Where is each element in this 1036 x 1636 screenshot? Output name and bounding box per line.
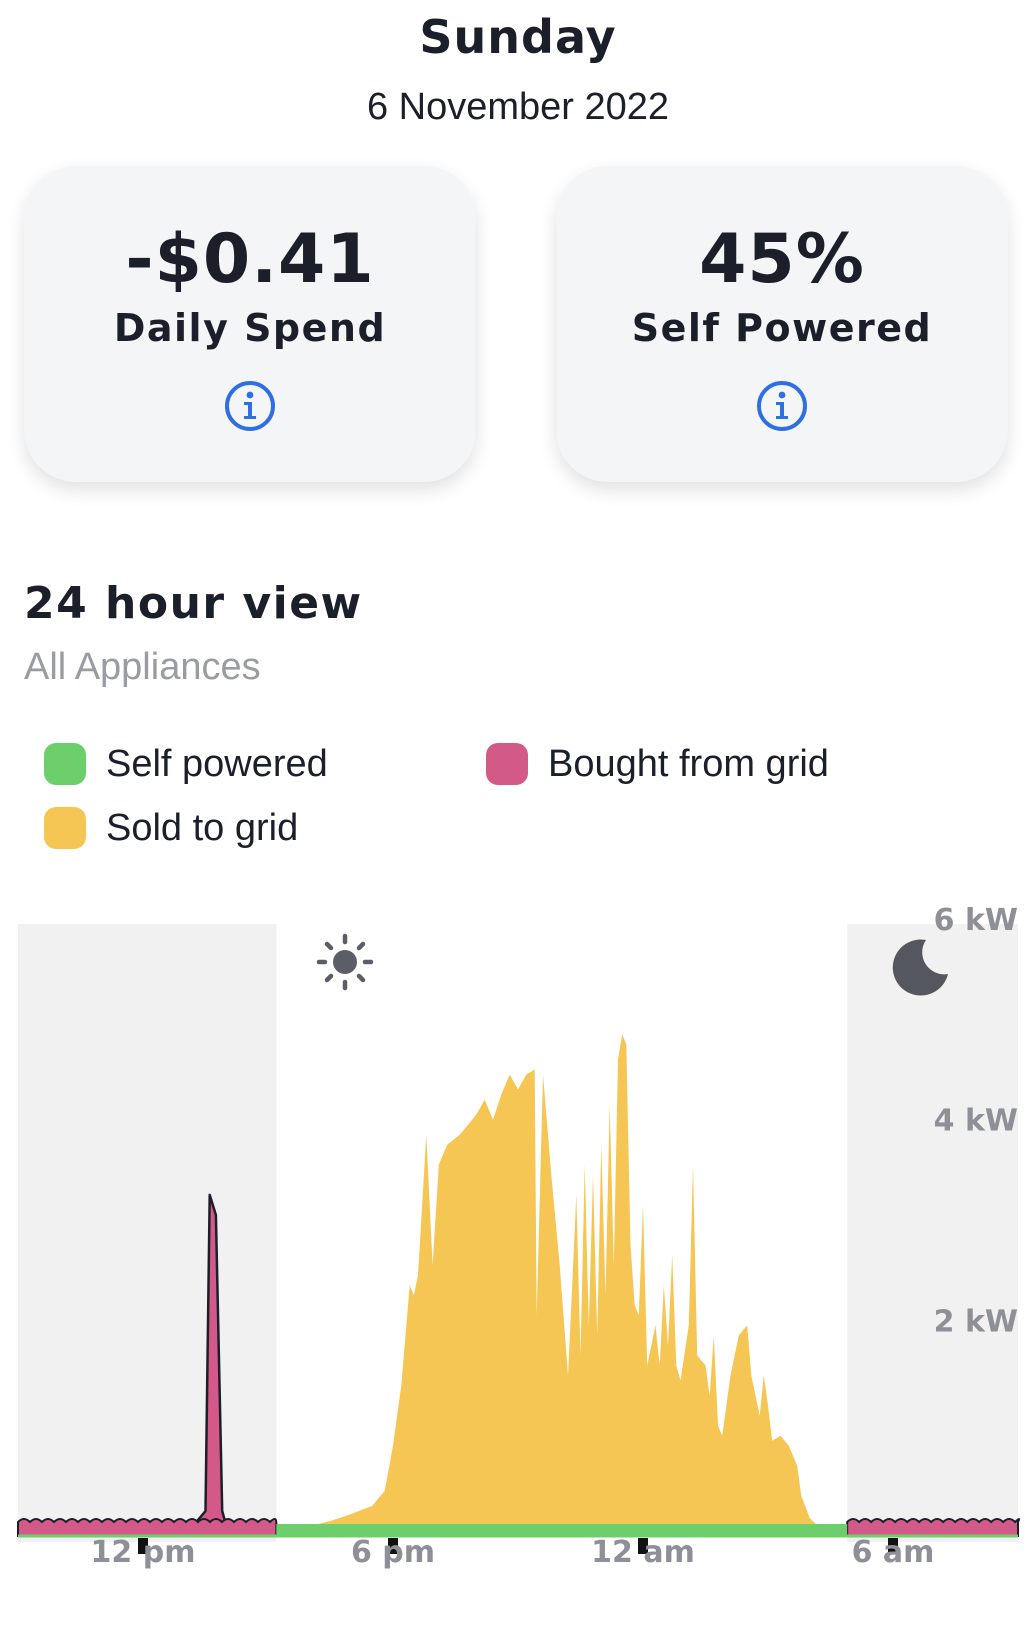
x-tick — [888, 1538, 898, 1554]
x-tick — [638, 1538, 648, 1554]
energy-chart: 2 kW 4 kW 6 kW 12 pm 6 pm 12 am 6 am — [17, 903, 1021, 1570]
daily-spend-card: -$0.41 Daily Spend — [24, 166, 476, 482]
legend-label: Sold to grid — [106, 806, 299, 849]
baseline-strip — [17, 1518, 1021, 1538]
x-axis-ticks — [138, 1538, 898, 1554]
x-tick — [138, 1538, 148, 1554]
self-powered-value: 45% — [699, 220, 865, 299]
date-subtitle: 6 November 2022 — [366, 86, 670, 128]
moon-icon — [892, 939, 948, 996]
y-axis-labels: 2 kW 4 kW 6 kW — [934, 903, 1018, 1339]
night-band — [18, 924, 277, 1542]
day-title: Sunday — [419, 10, 617, 64]
x-tick-label: 6 am — [852, 1535, 935, 1570]
legend-item-bought-from-grid: Bought from grid — [486, 740, 829, 788]
y-tick-label: 2 kW — [934, 1304, 1018, 1339]
section-subtitle: All Appliances — [24, 646, 261, 688]
x-tick-label: 12 am — [591, 1535, 695, 1570]
sun-icon — [316, 933, 374, 991]
legend-label: Self powered — [106, 742, 328, 785]
chart-areas — [191, 1034, 818, 1528]
legend-swatch — [44, 743, 86, 785]
section-title: 24 hour view — [24, 578, 363, 629]
x-tick-label: 12 pm — [91, 1535, 196, 1570]
daily-spend-label: Daily Spend — [113, 306, 387, 350]
x-tick — [388, 1538, 398, 1554]
y-tick-label: 4 kW — [934, 1104, 1018, 1139]
self-powered-baseline — [276, 1524, 848, 1536]
legend-swatch — [44, 807, 86, 849]
sold-to-grid-area — [309, 1034, 818, 1526]
daily-spend-value: -$0.41 — [125, 220, 375, 299]
info-icon[interactable] — [756, 380, 808, 432]
x-tick-label: 6 pm — [351, 1535, 435, 1570]
x-axis-labels: 12 pm 6 pm 12 am 6 am — [91, 1535, 935, 1570]
bought-baseline — [846, 1518, 1021, 1537]
night-bands — [18, 924, 1018, 1542]
night-band — [847, 924, 1018, 1542]
self-powered-label: Self Powered — [631, 306, 933, 350]
bought-baseline — [17, 1518, 278, 1537]
info-icon[interactable] — [224, 380, 276, 432]
y-tick-label: 6 kW — [934, 903, 1018, 938]
legend-swatch — [486, 743, 528, 785]
legend-label: Bought from grid — [548, 742, 829, 785]
self-powered-card: 45% Self Powered — [556, 166, 1008, 482]
legend-item-sold-to-grid: Sold to grid — [44, 804, 298, 852]
legend-item-self-powered: Self powered — [44, 740, 328, 788]
